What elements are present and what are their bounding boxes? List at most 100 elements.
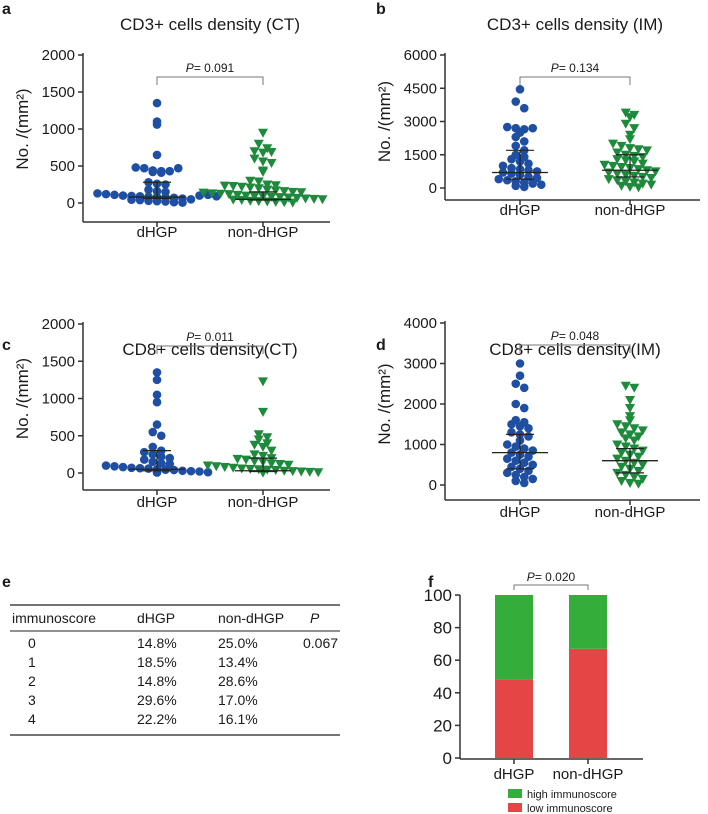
data-point (515, 421, 525, 431)
data-point (262, 433, 273, 443)
data-point (241, 455, 251, 465)
data-point (625, 404, 635, 414)
data-point (139, 447, 149, 457)
panel-letter: c (2, 337, 11, 354)
panel-letter: a (2, 1, 11, 18)
data-point (148, 457, 158, 467)
data-point (275, 193, 285, 203)
data-point (258, 157, 268, 167)
data-point (519, 103, 529, 113)
bar-low (495, 679, 533, 758)
data-point (152, 98, 162, 108)
table-cell: 1 (28, 654, 36, 670)
data-point (507, 154, 516, 164)
data-point (118, 191, 128, 200)
data-point (620, 381, 631, 391)
data-point (279, 198, 290, 208)
y-tick-label: 80 (433, 619, 452, 638)
data-point (309, 194, 319, 204)
data-point (211, 462, 222, 472)
data-point (135, 463, 145, 473)
data-point (283, 193, 294, 203)
data-point (608, 139, 618, 149)
data-point (524, 424, 533, 433)
data-point (148, 427, 158, 437)
data-point (528, 460, 538, 470)
data-point (612, 148, 623, 158)
data-point (629, 124, 640, 134)
table-row: 2 14.8% 28.6% (28, 673, 258, 689)
data-point (603, 175, 614, 185)
x-tick-label: dHGP (137, 494, 178, 511)
data-point (232, 454, 243, 464)
data-point (313, 468, 324, 478)
data-point (616, 181, 627, 191)
data-point (519, 403, 529, 413)
data-point (139, 455, 149, 464)
y-tick-label: 60 (433, 651, 452, 670)
data-point (262, 185, 273, 195)
y-tick-label: 0 (67, 195, 75, 212)
data-point (258, 442, 268, 452)
data-point (101, 189, 111, 199)
data-point (629, 151, 640, 161)
data-point (625, 135, 635, 145)
data-point (511, 442, 521, 451)
x-tick-label: non-dHGP (553, 766, 624, 783)
data-point (139, 163, 149, 173)
data-point (616, 141, 627, 151)
y-tick-label: 2000 (42, 316, 75, 333)
data-point (245, 464, 256, 474)
data-point (507, 169, 516, 178)
significance-bracket (519, 344, 631, 353)
data-point (258, 128, 268, 138)
data-point (515, 85, 525, 94)
data-point (625, 113, 635, 123)
data-point (287, 187, 298, 197)
p-value-text: = 0.091 (194, 61, 235, 75)
table-header: immunoscore (12, 610, 96, 626)
data-point (245, 196, 256, 206)
data-point (219, 181, 230, 191)
p-value: P= 0.134 (551, 61, 600, 75)
data-point (620, 119, 631, 129)
data-point (144, 464, 153, 473)
x-tick-label: non-dHGP (228, 494, 299, 511)
data-point (304, 467, 315, 477)
data-point (283, 460, 294, 470)
table-cell: 13.4% (218, 654, 258, 670)
y-tick-label: 3000 (404, 356, 437, 373)
data-point (612, 169, 623, 179)
y-tick-label: 0 (429, 180, 437, 197)
data-point (616, 162, 627, 172)
data-point (502, 175, 512, 185)
data-point (629, 157, 640, 167)
data-point (253, 184, 264, 194)
data-point (270, 186, 281, 196)
data-point (524, 452, 533, 461)
y-tick-label: 2000 (404, 396, 437, 413)
y-axis-label: No. /(mm²) (13, 88, 32, 169)
data-point (144, 196, 153, 206)
data-point (524, 159, 533, 168)
x-tick-label: non-dHGP (595, 202, 666, 219)
data-point (224, 190, 234, 200)
data-point (646, 174, 657, 184)
data-point (625, 144, 635, 154)
data-point (152, 397, 162, 407)
data-point (135, 195, 145, 205)
data-point (616, 476, 627, 486)
data-point (616, 462, 627, 472)
data-point (633, 183, 644, 193)
data-point (258, 451, 268, 461)
panel-e: e immunoscore dHGP non-dHGP P 0 14.8% 25.0% 0.06… (2, 574, 340, 736)
panel-letter: b (376, 1, 386, 18)
panel-letter: d (376, 337, 386, 354)
x-tick-label: non-dHGP (228, 224, 299, 241)
y-tick-label: 1000 (404, 437, 437, 454)
y-axis-label: No. /(mm²) (375, 81, 394, 162)
p-value-text: = 0.020 (535, 570, 576, 584)
data-point (195, 467, 204, 476)
data-point (253, 435, 264, 445)
data-point (232, 190, 243, 200)
